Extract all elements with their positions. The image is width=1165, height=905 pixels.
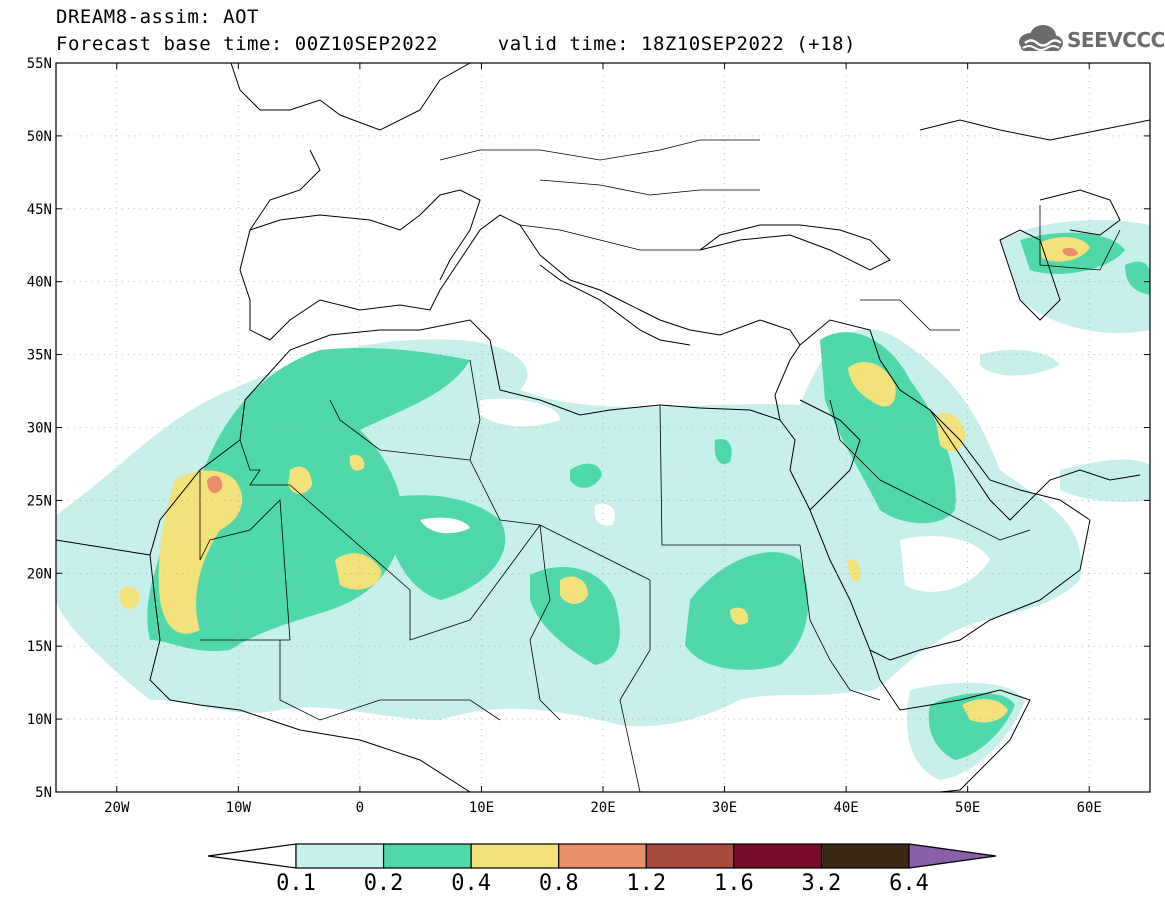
coastlines	[56, 63, 1150, 792]
lon-tick-label: 10E	[469, 800, 494, 816]
colorbar-label: 0.4	[451, 871, 491, 896]
lat-tick-label: 55N	[27, 56, 52, 72]
lat-tick-label: 25N	[27, 493, 52, 509]
lat-tick-label: 5N	[35, 785, 52, 801]
forecast-times: Forecast base time: 00Z10SEP2022 valid t…	[56, 33, 856, 55]
valid-time-label: valid time: 18Z10SEP2022 (+18)	[497, 33, 856, 55]
colorbar-swatch	[295, 843, 385, 869]
colorbar-swatch	[470, 843, 560, 869]
country-borders	[199, 139, 1121, 792]
colorbar-label: 0.8	[539, 871, 579, 896]
lat-tick-label: 40N	[27, 275, 52, 291]
lat-tick-label: 10N	[27, 712, 52, 728]
colorbar-swatch	[645, 843, 735, 869]
colorbar-under-triangle	[207, 843, 297, 869]
colorbar-swatch	[382, 843, 472, 869]
colorbar-label: 0.2	[364, 871, 404, 896]
colorbar-over-triangle	[908, 843, 997, 869]
aot-level-0.8	[207, 247, 1078, 494]
low-aot-areas	[230, 398, 990, 615]
base-time-label: Forecast base time: 00Z10SEP2022	[56, 33, 439, 55]
colorbar-swatch	[820, 843, 910, 869]
lat-tick-label: 20N	[27, 566, 52, 582]
aot-fields	[56, 220, 1150, 780]
colorbar-label: 0.1	[276, 871, 316, 896]
axis-ticks: 20W 10W 0 10E 20E 30E 40E 50E 60E 55N 50N 45N 40N 35N…	[27, 56, 1150, 816]
colorbar-swatch	[558, 843, 647, 869]
colorbar-label: 1.2	[626, 871, 666, 896]
lon-tick-label: 40E	[833, 800, 858, 816]
colorbar-label: 1.6	[714, 871, 754, 896]
map-title: DREAM8-assim: AOT	[56, 6, 259, 28]
lat-tick-label: 15N	[27, 639, 52, 655]
lat-tick-label: 30N	[27, 421, 52, 437]
colorbar-swatch	[733, 843, 823, 869]
lon-tick-label: 10W	[226, 800, 252, 816]
lon-tick-label: 20W	[104, 800, 130, 816]
lat-tick-label: 35N	[27, 348, 52, 364]
lon-tick-label: 20E	[590, 800, 615, 816]
colorbar: 0.1 0.2 0.4 0.8 1.2 1.6 3.2 6.4	[207, 843, 997, 896]
logo-text: SEEVCCC	[1067, 28, 1165, 52]
lat-tick-label: 50N	[27, 129, 52, 145]
lon-tick-label: 50E	[955, 800, 980, 816]
lon-tick-label: 60E	[1077, 800, 1102, 816]
seevccc-logo: SEEVCCC	[1015, 22, 1165, 56]
lon-tick-label: 30E	[712, 800, 737, 816]
lon-tick-label: 0	[356, 800, 364, 816]
cloud-icon	[1019, 25, 1063, 51]
colorbar-label: 3.2	[802, 871, 842, 896]
lat-tick-label: 45N	[27, 202, 52, 218]
colorbar-label: 6.4	[889, 871, 929, 896]
